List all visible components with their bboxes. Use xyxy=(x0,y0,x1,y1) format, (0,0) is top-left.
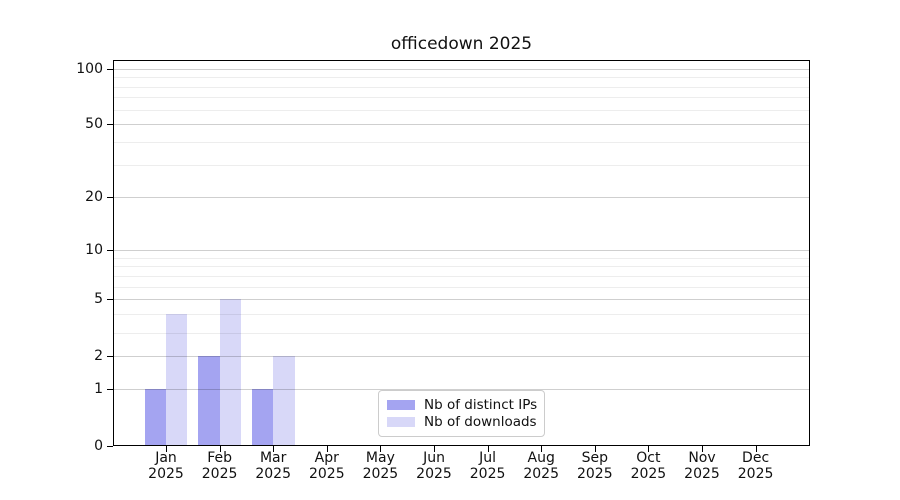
y-gridline-major xyxy=(113,249,810,251)
x-tick xyxy=(434,446,435,452)
y-tick-label: 20 xyxy=(85,189,103,205)
y-tick xyxy=(107,124,113,126)
x-tick xyxy=(594,446,596,452)
y-tick-label: 0 xyxy=(94,438,103,454)
y-gridline-major xyxy=(113,356,810,358)
y-tick xyxy=(107,68,113,70)
x-tick-label: Mar 2025 xyxy=(255,450,291,482)
bar-downloads xyxy=(166,314,188,446)
y-tick-label: 10 xyxy=(85,241,103,258)
y-gridline-major xyxy=(113,389,810,391)
x-tick-label: Aug 2025 xyxy=(523,450,559,482)
bar-distinct-ips xyxy=(198,356,220,446)
y-tick-label: 2 xyxy=(94,348,103,365)
x-tick-label: Dec 2025 xyxy=(737,450,774,482)
y-tick xyxy=(107,299,113,301)
y-gridline-minor xyxy=(113,275,810,277)
x-tick xyxy=(166,446,167,452)
bar-distinct-ips xyxy=(144,389,166,446)
legend-item-distinct-ips: Nb of distinct IPs xyxy=(387,397,538,413)
x-tick xyxy=(219,446,221,452)
y-tick-label: 5 xyxy=(94,291,103,308)
x-tick xyxy=(326,446,328,452)
x-tick-label: Sep 2025 xyxy=(576,450,613,482)
downloads-swatch xyxy=(387,417,415,427)
y-gridline-minor xyxy=(113,109,810,111)
y-tick xyxy=(107,356,113,358)
bar-downloads xyxy=(219,299,241,446)
y-tick-label: 1 xyxy=(94,381,103,398)
legend-label: Nb of distinct IPs xyxy=(424,397,538,413)
x-tick xyxy=(380,446,382,452)
bar-distinct-ips xyxy=(251,389,274,446)
spine-left xyxy=(113,60,114,446)
y-gridline-minor xyxy=(113,165,810,167)
x-tick-label: Jan 2025 xyxy=(148,450,184,482)
x-tick xyxy=(755,446,757,452)
x-tick xyxy=(487,446,489,452)
legend-item-downloads: Nb of downloads xyxy=(387,414,537,430)
y-gridline-minor xyxy=(113,257,810,259)
distinct-ips-swatch xyxy=(387,400,415,410)
legend: Nb of distinct IPs Nb of downloads xyxy=(378,390,545,437)
x-tick xyxy=(273,446,275,452)
y-tick xyxy=(107,446,113,447)
x-tick-label: Nov 2025 xyxy=(684,450,720,482)
y-tick xyxy=(107,389,113,391)
y-gridline-minor xyxy=(113,266,810,268)
x-tick xyxy=(702,446,703,452)
plot-area xyxy=(113,60,810,446)
y-tick-label: 50 xyxy=(85,116,103,133)
y-gridline-major xyxy=(113,68,810,70)
y-gridline-major xyxy=(113,299,810,301)
x-tick-label: Jul 2025 xyxy=(469,450,506,482)
x-tick xyxy=(648,446,650,452)
y-gridline-minor xyxy=(113,286,810,288)
x-tick-label: May 2025 xyxy=(362,450,399,482)
x-tick-label: Feb 2025 xyxy=(201,450,238,482)
y-tick-label: 100 xyxy=(76,60,103,77)
y-tick xyxy=(107,197,113,198)
spine-bottom xyxy=(113,445,810,446)
spine-top xyxy=(113,60,810,61)
y-gridline-minor xyxy=(113,86,810,88)
bar-downloads xyxy=(273,356,295,446)
x-tick xyxy=(541,446,543,452)
chart-title: officedown 2025 xyxy=(390,34,533,54)
y-gridline-minor xyxy=(113,97,810,99)
x-tick-label: Jun 2025 xyxy=(416,450,452,482)
y-gridline-minor xyxy=(113,314,810,316)
legend-label: Nb of downloads xyxy=(424,414,537,430)
x-tick-label: Apr 2025 xyxy=(308,450,345,482)
y-gridline-minor xyxy=(113,77,810,78)
y-gridline-major xyxy=(113,197,810,198)
y-gridline-minor xyxy=(113,332,810,334)
y-gridline-major xyxy=(113,124,810,126)
y-tick xyxy=(107,249,113,251)
y-gridline-minor xyxy=(113,142,810,144)
spine-right xyxy=(809,60,810,446)
x-tick-label: Oct 2025 xyxy=(630,450,667,482)
